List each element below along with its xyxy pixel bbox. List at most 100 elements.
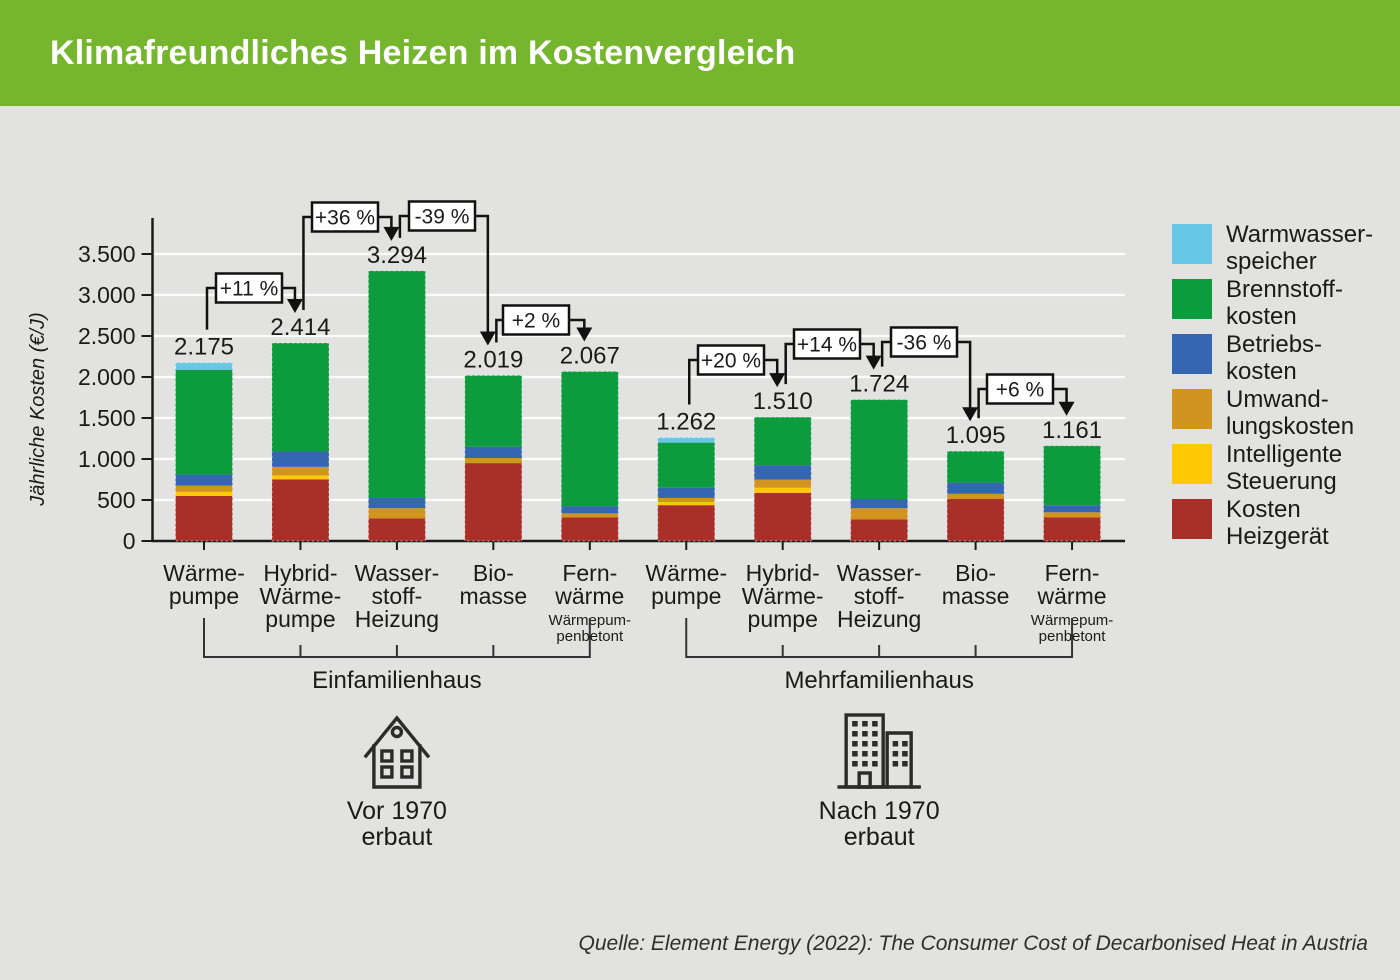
x-label-line: Hybrid- [263,560,337,586]
tower-door [857,771,872,789]
callout-box [501,304,571,336]
bar-total-label: 1.262 [656,409,716,436]
bar-8: 1.095 [946,422,1006,542]
group-label-0: Einfamilienhaus [312,667,481,694]
down-arrow-icon [865,355,882,370]
callout-connector-right [569,318,586,329]
tower-window [872,761,878,767]
era-label-line: Nach 1970 [819,797,940,825]
era-label-line: erbaut [361,823,432,851]
callout-connector-right [860,342,875,357]
bar-total-label: 2.175 [174,334,234,361]
bar-segment-steuerung [754,487,812,493]
callout-+6%: +6 % [977,373,1075,419]
callout-connector-left [398,214,409,238]
percent-callouts: +11 % +36 % -39 % +2 % +20 % +14 % -36 % +6 % [205,200,1075,422]
bar-segment-warmwasser [657,437,715,443]
source-text: Quelle: Element Energy (2022): The Consu… [578,932,1368,955]
callout-box [214,272,284,304]
tower-window [872,731,878,737]
legend-item-heizgeraet: Kosten Heizgerät [1172,496,1387,554]
tower-window [902,751,908,757]
down-arrow-icon [576,327,593,342]
bar-segment-steuerung [175,491,233,496]
bar-segment-betrieb [850,499,908,509]
bar-segment-brennstoff [368,270,426,498]
x-label-line: Wasser- [355,560,440,586]
bar-segment-betrieb [175,474,233,486]
tower-window [902,761,908,767]
tower-window [892,761,899,767]
bar-segment-heizgeraet [947,499,1005,541]
bar-segment-betrieb [368,497,426,509]
bar-segment-betrieb [657,487,715,498]
callout-+36%: +36 % [302,201,400,311]
page-title: Klimafreundliches Heizen im Kostenvergle… [50,33,796,72]
down-arrow-icon [286,299,303,314]
tower-window [862,761,868,767]
era-label-line: Vor 1970 [347,797,447,825]
bar-segment-heizgeraet [561,517,619,541]
tower-window [862,731,868,737]
bar-outline [946,450,1005,542]
down-arrow-icon [769,373,786,388]
bar-segment-brennstoff [754,417,812,466]
tower-window [852,761,858,767]
legend-label: Kosten Heizgerät [1226,496,1329,550]
bar-segment-warmwasser [175,362,233,370]
callout-percent-label: +2 % [512,310,560,333]
callout--36%: -36 % [880,326,979,422]
bar-segment-umwandlung [947,493,1005,500]
bar-segment-brennstoff [657,442,715,488]
bar-segment-betrieb [464,446,522,459]
callout-percent-label: -39 % [415,206,470,229]
bar-6: 1.510 [753,388,813,542]
header-bar: Klimafreundliches Heizen im Kostenvergle… [0,0,1400,106]
bar-outline [850,399,909,542]
callout-connector-left [302,215,312,311]
house-window [380,765,394,779]
y-tick-label: 2.000 [78,364,136,390]
bar-segment-brennstoff [1043,445,1101,506]
bar-segment-heizgeraet [1043,517,1101,541]
x-label-line: wärme [554,583,624,609]
callout-+2%: +2 % [495,304,593,343]
bar-segment-umwandlung [754,479,812,488]
bar-1: 2.414 [270,314,330,542]
steuerung-swatch [1172,444,1212,484]
bar-segment-brennstoff [175,369,233,475]
x-label-line: Heizung [355,606,439,632]
bar-segment-heizgeraet [368,518,426,541]
legend-item-steuerung: Intelligente Steuerung [1172,441,1387,499]
y-tick-label: 3.500 [78,241,136,267]
callout-box [310,201,380,233]
warmwasser-swatch [1172,224,1212,264]
x-label-line: Hybrid- [746,560,820,586]
bar-segment-brennstoff [464,375,522,447]
era-label-line: erbaut [844,823,915,851]
umwandlung-swatch [1172,389,1212,429]
callout-connector-right [282,286,297,301]
callout-connector-left [205,286,216,330]
down-arrow-icon [962,407,979,422]
down-arrow-icon [479,331,496,346]
gable-window [390,725,404,739]
tower-window [862,751,868,757]
brennstoff-swatch [1172,279,1212,319]
bar-segment-betrieb [947,482,1005,494]
callout-connector-left [880,340,891,367]
y-tick-label: 500 [97,487,135,513]
x-label-line: wärme [1037,583,1107,609]
callout-connector-right [378,215,393,228]
bar-segment-umwandlung [850,508,908,520]
y-tick-label: 2.500 [78,323,136,349]
house-window [400,749,414,763]
bar-3: 2.019 [463,346,523,542]
bar-segment-heizgeraet [754,492,812,541]
x-label-line: Wärme- [163,560,245,586]
callout-percent-label: +6 % [996,379,1044,402]
x-label-line: Wärme- [645,560,727,586]
